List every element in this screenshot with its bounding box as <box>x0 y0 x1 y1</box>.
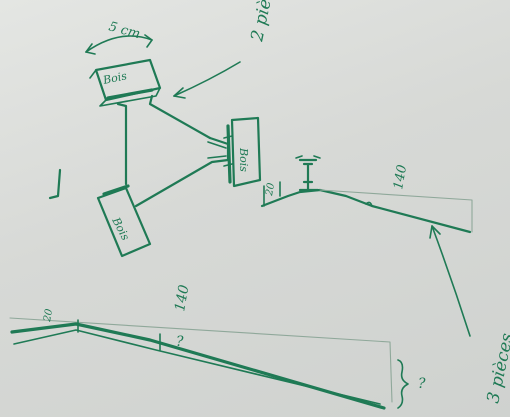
right-length-140: 140 <box>391 164 410 191</box>
right-angle-20: 20 <box>264 181 277 197</box>
arm-right <box>134 136 230 208</box>
bottom-profile-line <box>10 322 386 410</box>
arrow-2-pieces <box>173 61 241 97</box>
tripod-bracket-drawing: Bois 5 cm Bois Bois 2 pièces <box>48 0 282 258</box>
three-pieces-label: 3 pièces <box>483 331 510 405</box>
bottom-question-mark: ? <box>176 334 184 350</box>
bottom-profile-drawing: 20 140 ? ? <box>9 284 426 410</box>
dimension-arrow-5cm <box>85 35 153 53</box>
small-bracket-mark <box>48 168 62 200</box>
brace-question-mark: ? <box>418 376 426 392</box>
right-profile-drawing: 20 140 <box>260 155 473 234</box>
right-wood-label: Bois <box>237 147 250 172</box>
bottom-length-140: 140 <box>172 284 192 313</box>
left-wood-label: Bois <box>109 214 132 242</box>
arrow-3-pieces <box>431 225 471 337</box>
arm-top-right <box>148 94 212 140</box>
bottom-brace <box>397 359 409 409</box>
three-pieces-annotation: 3 pièces <box>429 225 510 405</box>
two-pieces-label: 2 pièces <box>247 0 282 44</box>
bottom-angle-20: 20 <box>42 307 55 323</box>
arm-left <box>116 102 128 186</box>
right-profile-line <box>260 188 472 234</box>
top-wood-label: Bois <box>101 69 128 87</box>
right-profile-bracket <box>298 158 320 192</box>
right-wood-block <box>230 116 262 188</box>
